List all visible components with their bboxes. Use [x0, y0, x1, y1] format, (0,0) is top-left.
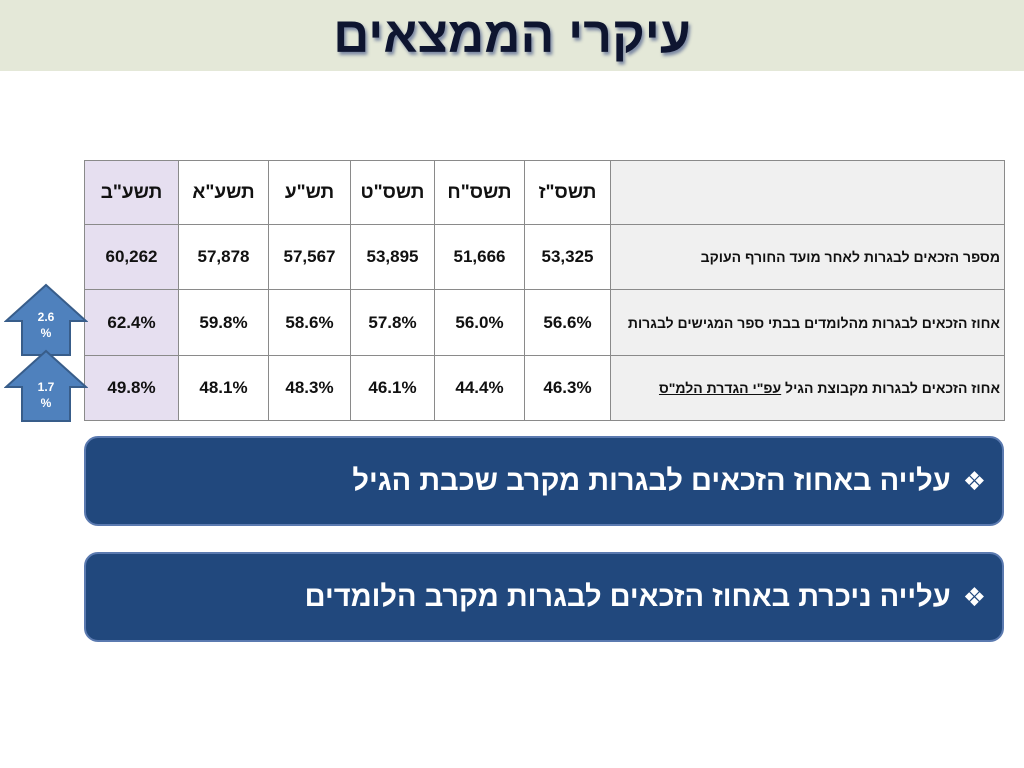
year-header: תש"ע: [268, 160, 351, 225]
year-header: תשס"ח: [434, 160, 525, 225]
table-row: מספר הזכאים לבגרות לאחר מועד החורף העוקב…: [84, 224, 1005, 290]
table-cell: 57,567: [268, 224, 351, 290]
table-cell: 56.6%: [524, 289, 611, 356]
table-cell: 57.8%: [350, 289, 435, 356]
table-cell-latest: 60,262: [84, 224, 179, 290]
row-label: אחוז הזכאים לבגרות מהלומדים בבתי ספר המג…: [610, 289, 1005, 356]
table-row: אחוז הזכאים לבגרות מקבוצת הגיל עפ"י הגדר…: [84, 355, 1005, 421]
finding-banner: ❖ עלייה ניכרת באחוז הזכאים לבגרות מקרב ה…: [84, 552, 1004, 642]
slide-title: עיקרי הממצאים: [333, 7, 691, 63]
header-corner-cell: [610, 160, 1005, 225]
table-cell: 57,878: [178, 224, 269, 290]
table-row: אחוז הזכאים לבגרות מהלומדים בבתי ספר המג…: [84, 289, 1005, 356]
arrow-value: 1.7: [37, 380, 55, 394]
table-cell: 51,666: [434, 224, 525, 290]
table-cell: 53,325: [524, 224, 611, 290]
table-cell-latest: 49.8%: [84, 355, 179, 421]
table-cell: 53,895: [350, 224, 435, 290]
title-band: [0, 0, 1024, 71]
diamond-bullet-icon: ❖: [962, 581, 986, 612]
row-label-text: אחוז הזכאים לבגרות מקבוצת הגיל: [781, 380, 1000, 396]
increase-arrow-icon: 1.7 %: [4, 349, 88, 423]
table-cell: 48.1%: [178, 355, 269, 421]
row-label: מספר הזכאים לבגרות לאחר מועד החורף העוקב: [610, 224, 1005, 290]
table-cell: 48.3%: [268, 355, 351, 421]
arrow-unit: %: [40, 396, 52, 410]
findings-table: תשס"ז תשס"ח תשס"ט תש"ע תשע"א תשע"ב מספר …: [84, 160, 1005, 421]
year-header: תשס"ז: [524, 160, 611, 225]
year-header: תשע"א: [178, 160, 269, 225]
table-cell: 44.4%: [434, 355, 525, 421]
row-label: אחוז הזכאים לבגרות מקבוצת הגיל עפ"י הגדר…: [610, 355, 1005, 421]
arrow-value: 2.6: [37, 310, 55, 324]
finding-banner: ❖ עלייה באחוז הזכאים לבגרות מקרב שכבת הג…: [84, 436, 1004, 526]
increase-arrow-icon: 2.6 %: [4, 283, 88, 357]
year-header: תשס"ט: [350, 160, 435, 225]
year-header-latest: תשע"ב: [84, 160, 179, 225]
table-cell: 58.6%: [268, 289, 351, 356]
row-label-definition-link: עפ"י הגדרת הלמ"ס: [658, 380, 782, 396]
table-cell: 56.0%: [434, 289, 525, 356]
table-header-row: תשס"ז תשס"ח תשס"ט תש"ע תשע"א תשע"ב: [84, 160, 1005, 225]
arrow-unit: %: [40, 326, 52, 340]
finding-text: עלייה באחוז הזכאים לבגרות מקרב שכבת הגיל: [352, 464, 951, 497]
table-cell: 59.8%: [178, 289, 269, 356]
diamond-bullet-icon: ❖: [962, 465, 986, 496]
table-cell: 46.1%: [350, 355, 435, 421]
finding-text: עלייה ניכרת באחוז הזכאים לבגרות מקרב הלו…: [304, 580, 951, 613]
table-cell: 46.3%: [524, 355, 611, 421]
table-cell-latest: 62.4%: [84, 289, 179, 356]
